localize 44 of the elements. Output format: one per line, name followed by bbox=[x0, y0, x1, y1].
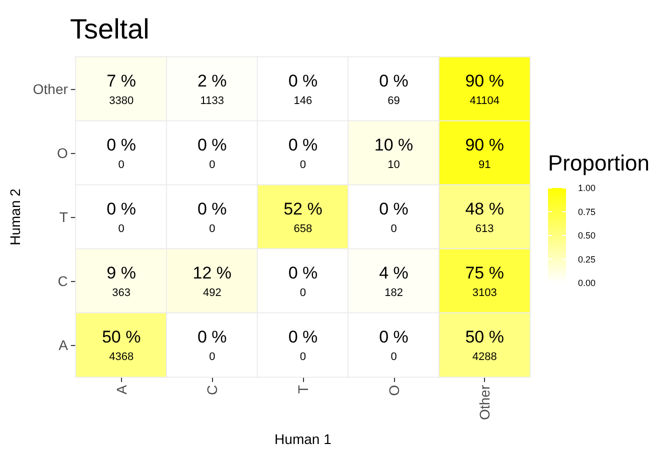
data-label: 0 % 0 bbox=[197, 200, 227, 235]
x-tick-label: C bbox=[204, 385, 220, 396]
data-label: 48 % 613 bbox=[465, 200, 504, 235]
data-label: 2 % 1133 bbox=[197, 72, 227, 107]
x-tick-label: A bbox=[113, 384, 130, 394]
y-tick-label: Other bbox=[32, 81, 68, 97]
y-tick-label: O bbox=[57, 145, 68, 161]
y-tick-label: T bbox=[59, 209, 68, 225]
data-label: 0 % 0 bbox=[288, 136, 318, 171]
data-label: 0 % 0 bbox=[288, 328, 318, 363]
data-label: 0 % 0 bbox=[106, 136, 136, 171]
data-label: 7 % 3380 bbox=[106, 72, 136, 107]
data-label: 75 % 3103 bbox=[465, 264, 504, 299]
data-label: 52 % 658 bbox=[284, 200, 322, 235]
color-bar-label: 0.50 bbox=[578, 230, 596, 240]
color-bar-label: 0.25 bbox=[578, 254, 596, 264]
data-label: 0 % 69 bbox=[379, 72, 408, 107]
color-bar-label: 0.75 bbox=[578, 206, 596, 217]
data-label: 12 % 492 bbox=[192, 264, 232, 299]
data-label: 4 % 182 bbox=[379, 264, 408, 299]
color-bar-label: 0.00 bbox=[578, 278, 596, 288]
data-label: 0 % 0 bbox=[197, 136, 227, 171]
color-bar-label: 1.00 bbox=[578, 183, 596, 193]
data-label: 50 % 4288 bbox=[465, 328, 504, 363]
data-label: 0 % 0 bbox=[106, 200, 136, 235]
data-label: 0 % 146 bbox=[288, 72, 318, 107]
y-tick-label: A bbox=[58, 337, 69, 353]
color-bar-title: Proportion bbox=[548, 150, 650, 176]
data-label: 0 % 0 bbox=[288, 264, 318, 299]
data-label: 10 % 10 bbox=[374, 136, 414, 171]
data-label: 0 % 0 bbox=[379, 328, 408, 363]
chart-title: Tseltal bbox=[70, 14, 150, 44]
x-tick-label: Other bbox=[476, 384, 493, 420]
data-label: 0 % 0 bbox=[379, 200, 408, 235]
x-tick-label: O bbox=[386, 384, 402, 396]
y-tick-label: C bbox=[58, 273, 68, 289]
data-label: 50 % 4368 bbox=[102, 328, 141, 363]
data-label: 90 % 41104 bbox=[465, 72, 504, 107]
y-axis-title: Human 2 bbox=[7, 188, 23, 246]
data-label: 0 % 0 bbox=[197, 328, 227, 363]
x-axis-title: Human 1 bbox=[274, 431, 332, 447]
x-tick-label: T bbox=[294, 384, 311, 394]
data-label: 90 % 91 bbox=[465, 136, 504, 171]
data-label: 9 % 363 bbox=[106, 264, 136, 299]
